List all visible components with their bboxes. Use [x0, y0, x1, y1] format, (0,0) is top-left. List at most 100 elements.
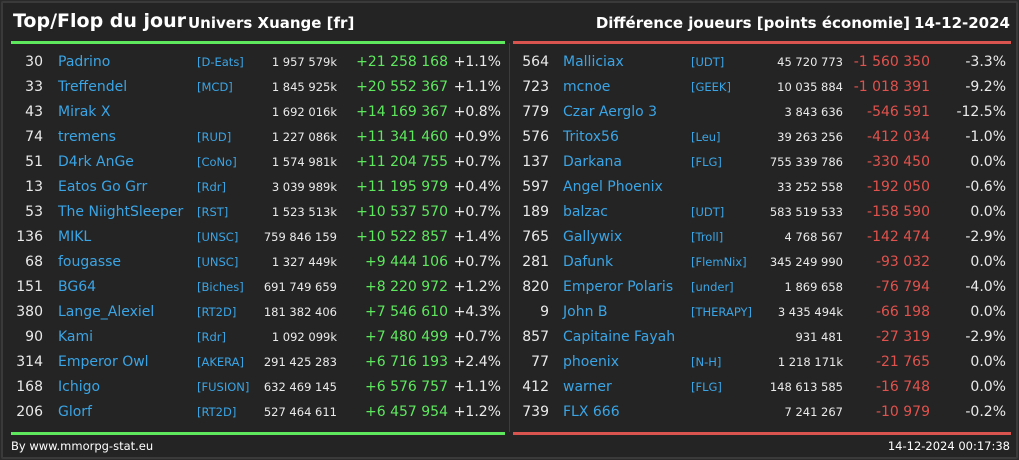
player-name-link[interactable]: tremens	[58, 129, 116, 145]
player-name-link[interactable]: Czar Aerglo 3	[563, 104, 658, 120]
flop-divider-line	[513, 41, 1011, 44]
alliance-tag-link[interactable]: [UDT]	[691, 205, 725, 219]
alliance-tag-link[interactable]: [Leu]	[691, 130, 721, 144]
top-player-row: 30 Padrino [D-Eats] 1 957 579k +21 258 168 +1…	[3, 50, 507, 75]
player-rank: 43	[25, 104, 43, 120]
player-name-link[interactable]: John B	[563, 304, 608, 320]
player-name-link[interactable]: Eatos Go Grr	[58, 179, 148, 195]
percent-change: +0.7%	[453, 204, 501, 220]
flop-player-row: 597 Angel Phoenix 33 252 558 -192 050 -0.6%	[509, 175, 1014, 200]
player-name-link[interactable]: warner	[563, 379, 612, 395]
player-name-link[interactable]: Malliciax	[563, 54, 624, 70]
player-name-link[interactable]: Darkana	[563, 154, 623, 170]
alliance-tag-link[interactable]: [CoNo]	[197, 155, 237, 169]
player-name-link[interactable]: Capitaine Fayah	[563, 329, 676, 345]
player-name-link[interactable]: Angel Phoenix	[563, 179, 663, 195]
points-difference: +7 480 499	[365, 329, 448, 345]
alliance-tag-link[interactable]: [Rdr]	[197, 180, 226, 194]
points-difference: +14 169 367	[356, 104, 448, 120]
top-player-row: 53 The NiightSleeper [RST] 1 523 513k +10 53…	[3, 200, 507, 225]
alliance-tag-link[interactable]: [Rdr]	[197, 330, 226, 344]
player-points: 759 846 159	[263, 230, 337, 244]
alliance-tag-link[interactable]: [Biches]	[197, 280, 244, 294]
universe-label: Univers Xuange [fr]	[188, 14, 355, 32]
player-name-link[interactable]: Emperor Polaris	[563, 279, 674, 295]
top-player-row: 314 Emperor Owl [AKERA] 291 425 283 +6 716 1…	[3, 350, 507, 375]
player-name-link[interactable]: Emperor Owl	[58, 354, 149, 370]
alliance-tag-link[interactable]: [RUD]	[197, 130, 232, 144]
player-points: 1 957 579k	[271, 55, 337, 69]
player-rank: 564	[522, 54, 549, 70]
player-points: 755 339 786	[769, 155, 843, 169]
metric-label: Différence joueurs [points économie]	[595, 14, 910, 32]
player-name-link[interactable]: phoenix	[563, 354, 619, 370]
player-name-link[interactable]: mcnoe	[563, 79, 611, 95]
player-name-link[interactable]: Kami	[58, 329, 94, 345]
player-points: 45 720 773	[777, 55, 843, 69]
player-points: 1 218 171k	[777, 355, 843, 369]
alliance-tag-link[interactable]: [RT2D]	[197, 305, 237, 319]
flop-footer-line	[513, 432, 1011, 435]
percent-change: -0.6%	[965, 179, 1006, 195]
points-difference: +6 457 954	[365, 404, 448, 420]
percent-change: 0.0%	[970, 304, 1006, 320]
player-points: 4 768 567	[784, 230, 843, 244]
flop-player-row: 412 warner [FLG] 148 613 585 -16 748 0.0%	[509, 375, 1014, 400]
alliance-tag-link[interactable]: [FUSION]	[197, 380, 250, 394]
alliance-tag-link[interactable]: [RST]	[197, 205, 229, 219]
alliance-tag-link[interactable]: [UNSC]	[197, 255, 239, 269]
alliance-tag-link[interactable]: [FLG]	[691, 380, 722, 394]
points-difference: +10 537 570	[356, 204, 448, 220]
player-rank: 30	[25, 54, 43, 70]
top-player-row: 206 Glorf [RT2D] 527 464 611 +6 457 954 +1.2%	[3, 400, 507, 425]
player-rank: 314	[16, 354, 43, 370]
percent-change: -12.5%	[956, 104, 1006, 120]
player-points: 3 435 494k	[777, 305, 843, 319]
alliance-tag-link[interactable]: [MCD]	[197, 80, 233, 94]
alliance-tag-link[interactable]: [FlemNix]	[691, 255, 747, 269]
player-name-link[interactable]: Dafunk	[563, 254, 614, 270]
player-name-link[interactable]: Ichigo	[58, 379, 101, 395]
player-rank: 857	[522, 329, 549, 345]
player-name-link[interactable]: fougasse	[58, 254, 122, 270]
player-name-link[interactable]: FLX 666	[563, 404, 620, 420]
header-date: 14-12-2024	[914, 14, 1010, 32]
player-name-link[interactable]: Glorf	[58, 404, 92, 420]
alliance-tag-link[interactable]: [D-Eats]	[197, 55, 244, 69]
player-name-link[interactable]: D4rk AnGe	[58, 154, 134, 170]
alliance-tag-link[interactable]: [AKERA]	[197, 355, 245, 369]
player-name-link[interactable]: BG64	[58, 279, 97, 295]
player-name-link[interactable]: The NiightSleeper	[58, 204, 184, 220]
alliance-tag-link[interactable]: [N-H]	[691, 355, 722, 369]
player-points: 691 749 659	[263, 280, 337, 294]
flop-player-row: 564 Malliciax [UDT] 45 720 773 -1 560 350 -3.…	[509, 50, 1014, 75]
player-name-link[interactable]: MIKL	[58, 229, 92, 245]
page-title: Top/Flop du jour	[13, 10, 186, 32]
percent-change: +0.7%	[453, 254, 501, 270]
player-name-link[interactable]: Mirak X	[58, 104, 111, 120]
percent-change: 0.0%	[970, 154, 1006, 170]
player-name-link[interactable]: Lange_Alexiel	[58, 304, 155, 320]
top-footer-line	[11, 432, 505, 435]
player-name-link[interactable]: Gallywix	[563, 229, 623, 245]
alliance-tag-link[interactable]: [Troll]	[691, 230, 724, 244]
points-difference: -1 560 350	[853, 54, 930, 70]
player-rank: 380	[16, 304, 43, 320]
alliance-tag-link[interactable]: [GEEK]	[691, 80, 731, 94]
alliance-tag-link[interactable]: [under]	[691, 280, 734, 294]
alliance-tag-link[interactable]: [UDT]	[691, 55, 725, 69]
alliance-tag-link[interactable]: [THERAPY]	[691, 305, 753, 319]
player-points: 3 843 636	[784, 105, 843, 119]
player-points: 527 464 611	[263, 405, 337, 419]
alliance-tag-link[interactable]: [RT2D]	[197, 405, 237, 419]
player-name-link[interactable]: balzac	[563, 204, 608, 220]
player-name-link[interactable]: Treffendel	[58, 79, 128, 95]
percent-change: -3.3%	[965, 54, 1006, 70]
player-name-link[interactable]: Tritox56	[563, 129, 619, 145]
alliance-tag-link[interactable]: [FLG]	[691, 155, 722, 169]
alliance-tag-link[interactable]: [UNSC]	[197, 230, 239, 244]
player-name-link[interactable]: Padrino	[58, 54, 111, 70]
source-credit: By www.mmorpg-stat.eu	[11, 439, 154, 453]
column-divider	[509, 43, 510, 432]
top-players-list: 30 Padrino [D-Eats] 1 957 579k +21 258 168 +1…	[3, 50, 507, 425]
